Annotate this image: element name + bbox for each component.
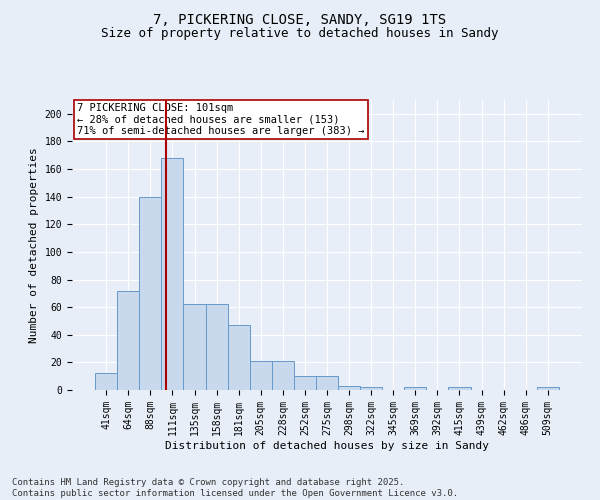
Bar [448,387,470,390]
Bar [250,361,272,390]
Bar [338,386,360,390]
Bar [117,290,139,390]
Bar [95,374,117,390]
X-axis label: Distribution of detached houses by size in Sandy: Distribution of detached houses by size … [165,440,489,450]
Bar [360,387,382,390]
Bar [537,387,559,390]
Bar [206,304,227,390]
Bar [272,361,294,390]
Bar [139,196,161,390]
Bar [161,158,184,390]
Y-axis label: Number of detached properties: Number of detached properties [29,147,39,343]
Bar [227,325,250,390]
Text: 7, PICKERING CLOSE, SANDY, SG19 1TS: 7, PICKERING CLOSE, SANDY, SG19 1TS [154,12,446,26]
Text: 7 PICKERING CLOSE: 101sqm
← 28% of detached houses are smaller (153)
71% of semi: 7 PICKERING CLOSE: 101sqm ← 28% of detac… [77,103,365,136]
Text: Contains HM Land Registry data © Crown copyright and database right 2025.
Contai: Contains HM Land Registry data © Crown c… [12,478,458,498]
Bar [294,376,316,390]
Bar [316,376,338,390]
Text: Size of property relative to detached houses in Sandy: Size of property relative to detached ho… [101,28,499,40]
Bar [404,387,427,390]
Bar [184,304,206,390]
